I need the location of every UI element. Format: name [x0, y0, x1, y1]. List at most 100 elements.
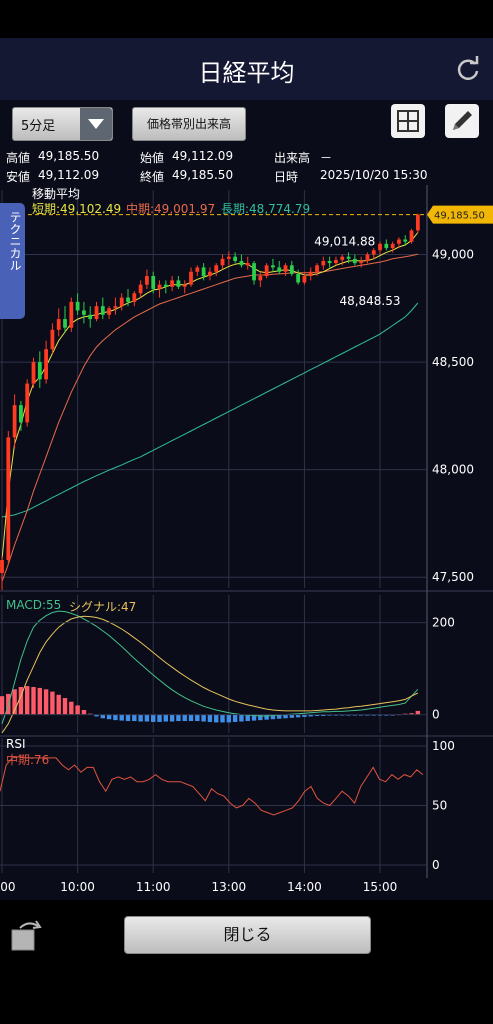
time-tick-label: 15:00 [363, 880, 398, 894]
rsi-legend: 中期:76 [6, 753, 50, 767]
low-value: 49,112.09 [38, 168, 100, 182]
candle-body [252, 263, 256, 281]
candle-body [258, 276, 263, 281]
macd-histogram-bar [0, 696, 5, 715]
macd-histogram-bar [106, 714, 112, 720]
macd-histogram-bar [43, 689, 49, 715]
high-value: 49,185.50 [38, 149, 100, 163]
candle-body [157, 284, 162, 289]
legend-mid-ma: 中期:49,001.97 [126, 202, 216, 216]
macd-histogram-bar [113, 714, 118, 721]
macd-histogram-bar [176, 714, 181, 722]
datetime-value: 2025/10/20 15:30 [320, 168, 428, 182]
page-title: 日経平均 [198, 59, 295, 87]
technical-side-tab[interactable] [0, 203, 25, 319]
macd-histogram-bar [188, 714, 194, 722]
candle-body [327, 260, 332, 264]
macd-histogram-bar [151, 714, 156, 722]
rsi-tick-label: 0 [432, 858, 440, 872]
candle-body [220, 258, 225, 266]
legend-long-ma: 長期:48,774.79 [221, 202, 311, 216]
candle-body [69, 301, 74, 328]
volume-profile-button[interactable]: 価格帯別出来高 [132, 107, 246, 141]
candle-body [283, 265, 288, 272]
short-ma-line [1, 232, 419, 561]
refresh-icon[interactable] [455, 56, 481, 82]
price-grid [0, 185, 493, 878]
macd-histogram-bar [264, 714, 269, 720]
candle-body [25, 383, 30, 423]
draw-tool-button[interactable] [445, 104, 479, 138]
macd-histogram-bar [144, 714, 150, 722]
moving-average-lines [0, 214, 427, 582]
rsi-tick-label: 100 [432, 739, 455, 753]
macd-histogram-bar [245, 714, 250, 722]
rsi-line [0, 756, 424, 816]
macd-histogram-bar [321, 714, 326, 716]
macd-histogram-bar [295, 714, 301, 718]
candle-body [6, 437, 11, 561]
macd-histogram-bar [31, 687, 36, 715]
candle-body [208, 271, 212, 277]
pencil-icon [453, 111, 472, 130]
macd-histogram-bar [94, 714, 99, 717]
macd-histogram-bar [232, 714, 238, 722]
candle-body [277, 267, 282, 272]
period-select[interactable]: 5分足 [12, 107, 113, 141]
long-ma-line [1, 302, 419, 518]
time-tick-label: 14:00 [287, 880, 322, 894]
chart-area[interactable]: 49,014.88 48,848.53 49,000 48,500 48,000 47,… [0, 185, 493, 900]
open-value: 49,112.09 [172, 149, 234, 163]
signal-line [1, 615, 419, 734]
macd-histogram-bar [138, 714, 143, 722]
candle-body [308, 271, 313, 277]
candle-body [315, 265, 319, 272]
macd-histogram-bar [251, 714, 257, 721]
macd-tick-label: 200 [432, 616, 455, 630]
candle-body [195, 267, 200, 272]
candle-body [289, 265, 294, 274]
candle-body [163, 284, 168, 287]
macd-histogram-bar [308, 714, 313, 717]
macd-histogram-bar [24, 686, 30, 715]
ma-title: 移動平均 [32, 187, 81, 201]
macd-histogram-bar [258, 714, 263, 721]
macd-histogram-bar [220, 714, 225, 723]
rotate-icon [11, 920, 42, 951]
header-bar [0, 38, 493, 100]
candle-body [397, 239, 401, 244]
macd-histogram-bar [169, 714, 175, 722]
grid-layout-button[interactable] [391, 104, 425, 138]
candle-body [233, 256, 238, 261]
price-annotations: 49,014.88 48,848.53 [314, 234, 400, 308]
macd-histogram-bar [207, 714, 213, 722]
macd-histogram-bar [37, 687, 43, 715]
candle-body [107, 308, 112, 315]
time-tick-label: 9:00 [0, 880, 15, 894]
price-tick-label: 48,000 [432, 463, 474, 477]
macd-label: MACD:55 [6, 598, 62, 612]
rotate-screen-button[interactable] [10, 918, 46, 952]
chevron-down-icon [80, 108, 112, 140]
last-price-tag [427, 205, 493, 224]
macd-histogram-bar [119, 714, 124, 721]
close-button[interactable]: 閉じる [124, 916, 371, 954]
macd-histogram-bar [409, 713, 414, 715]
candle-body [352, 258, 357, 264]
macd-histogram-bar [270, 714, 276, 720]
signal-label: シグナル:47 [69, 600, 137, 614]
candle-body [119, 297, 124, 307]
candle-body [113, 306, 118, 309]
high-label: 高値 [6, 151, 31, 165]
open-label: 始値 [140, 151, 165, 165]
macd-histogram-bar [100, 714, 106, 719]
rsi-title: RSI [6, 737, 26, 751]
macd-histogram-bar [163, 714, 169, 722]
datetime-label: 日時 [274, 170, 299, 184]
macd-line [1, 610, 419, 724]
macd-histogram-bar [314, 714, 320, 716]
candle-body [321, 260, 326, 266]
price-tick-label: 49,000 [432, 248, 474, 262]
volume-value: － [320, 151, 333, 165]
macd-histogram-bar [195, 714, 200, 722]
